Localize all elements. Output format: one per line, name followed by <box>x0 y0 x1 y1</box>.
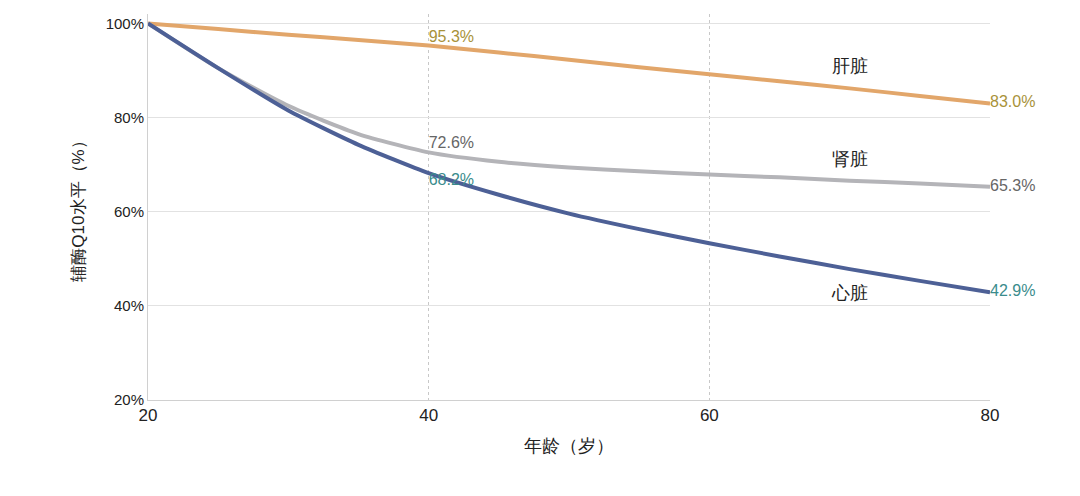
svg-text:40: 40 <box>419 406 438 425</box>
svg-text:42.9%: 42.9% <box>990 282 1035 299</box>
svg-text:80: 80 <box>981 406 1000 425</box>
svg-text:65.3%: 65.3% <box>990 177 1035 194</box>
svg-text:20%: 20% <box>114 391 144 408</box>
svg-text:肝脏: 肝脏 <box>832 56 868 76</box>
svg-text:80%: 80% <box>114 109 144 126</box>
svg-text:肾脏: 肾脏 <box>832 149 868 169</box>
svg-text:100%: 100% <box>106 15 144 32</box>
svg-text:95.3%: 95.3% <box>429 28 474 45</box>
svg-text:60: 60 <box>700 406 719 425</box>
svg-text:20: 20 <box>139 406 158 425</box>
svg-text:年龄（岁）: 年龄（岁） <box>524 436 614 456</box>
svg-text:辅酶Q10水平（%）: 辅酶Q10水平（%） <box>69 132 88 281</box>
svg-text:60%: 60% <box>114 203 144 220</box>
svg-text:72.6%: 72.6% <box>429 134 474 151</box>
svg-text:68.2%: 68.2% <box>429 171 474 188</box>
svg-text:心脏: 心脏 <box>831 283 868 303</box>
svg-text:40%: 40% <box>114 297 144 314</box>
svg-text:83.0%: 83.0% <box>990 93 1035 110</box>
